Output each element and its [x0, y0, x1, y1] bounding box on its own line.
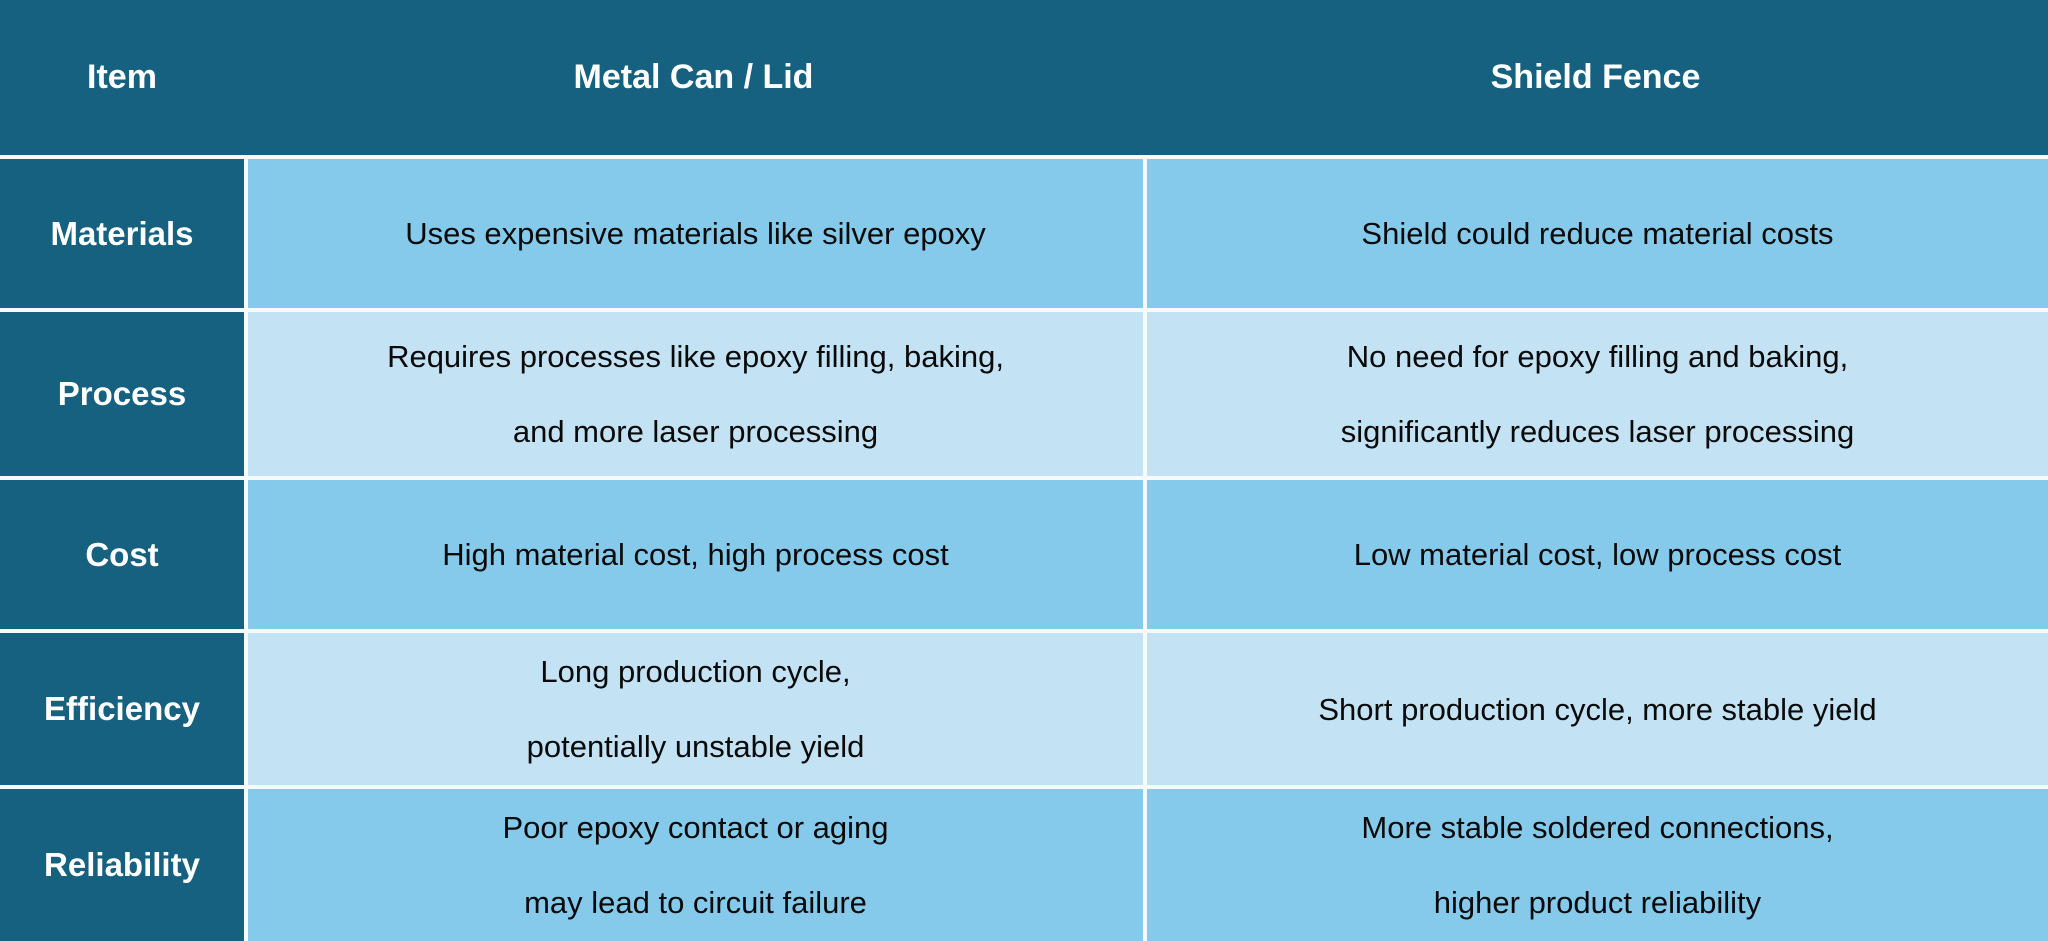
header-cell-shield-fence: Shield Fence	[1143, 0, 2048, 155]
cell-cost-metal: High material cost, high process cost	[248, 480, 1143, 629]
cell-materials-metal: Uses expensive materials like silver epo…	[248, 159, 1143, 308]
header-cell-metal-can-lid: Metal Can / Lid	[244, 0, 1143, 155]
row-label-materials: Materials	[0, 159, 244, 308]
row-label-efficiency: Efficiency	[0, 633, 244, 785]
row-label-process: Process	[0, 312, 244, 476]
cell-process-metal: Requires processes like epoxy filling, b…	[248, 312, 1143, 476]
header-label-item: Item	[87, 58, 157, 96]
table-body: Materials Uses expensive materials like …	[0, 155, 2048, 941]
cell-materials-shield: Shield could reduce material costs	[1147, 159, 2048, 308]
row-label-cost: Cost	[0, 480, 244, 629]
cell-process-shield: No need for epoxy filling and baking, si…	[1147, 312, 2048, 476]
cell-cost-shield: Low material cost, low process cost	[1147, 480, 2048, 629]
table-header-row: Item Metal Can / Lid Shield Fence	[0, 0, 2048, 155]
header-cell-item: Item	[0, 0, 244, 155]
header-label-shield-fence: Shield Fence	[1490, 58, 1701, 96]
cell-efficiency-shield: Short production cycle, more stable yiel…	[1147, 633, 2048, 785]
row-label-reliability: Reliability	[0, 789, 244, 941]
header-label-metal-can-lid: Metal Can / Lid	[573, 58, 814, 96]
cell-efficiency-metal: Long production cycle, potentially unsta…	[248, 633, 1143, 785]
cell-reliability-metal: Poor epoxy contact or aging may lead to …	[248, 789, 1143, 941]
cell-reliability-shield: More stable soldered connections, higher…	[1147, 789, 2048, 941]
